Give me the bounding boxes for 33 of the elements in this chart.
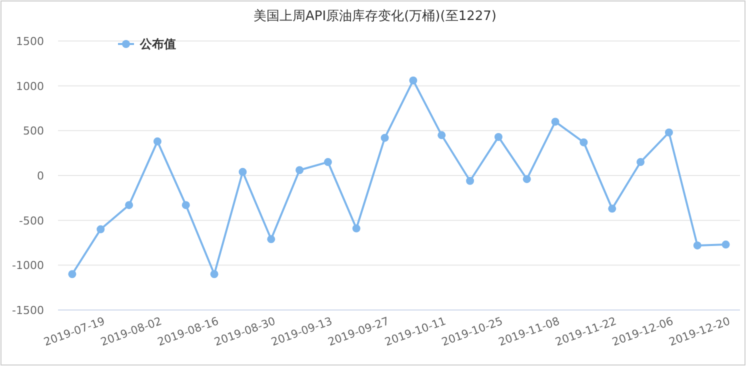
point — [182, 201, 190, 210]
point — [96, 225, 105, 234]
point — [210, 270, 218, 278]
point — [522, 175, 531, 184]
point — [409, 76, 418, 84]
point — [238, 168, 247, 176]
y-tick-label: -500 — [19, 214, 44, 228]
point — [551, 118, 560, 126]
point — [267, 235, 276, 244]
y-tick-label: -1000 — [12, 259, 44, 272]
point — [324, 158, 332, 166]
legend-label: 公布值 — [139, 37, 176, 51]
point — [636, 158, 645, 166]
y-tick-label: -1500 — [12, 304, 44, 317]
point — [608, 204, 616, 213]
point — [466, 176, 474, 185]
point — [125, 201, 134, 210]
point — [438, 131, 446, 140]
point — [352, 224, 360, 232]
point — [722, 240, 730, 249]
point — [664, 128, 673, 136]
point — [153, 137, 162, 146]
chart-title: 美国上周API原油库存变化(万桶)(至1227) — [254, 8, 496, 24]
point — [580, 138, 588, 146]
point — [494, 132, 502, 141]
point — [68, 270, 76, 278]
y-tick-label: 1500 — [16, 35, 44, 48]
y-tick-label: 500 — [23, 124, 44, 138]
y-tick-label: 1000 — [16, 80, 44, 93]
point — [296, 166, 304, 174]
point — [693, 241, 702, 250]
point — [380, 134, 389, 142]
y-tick-label: 0 — [37, 170, 44, 182]
